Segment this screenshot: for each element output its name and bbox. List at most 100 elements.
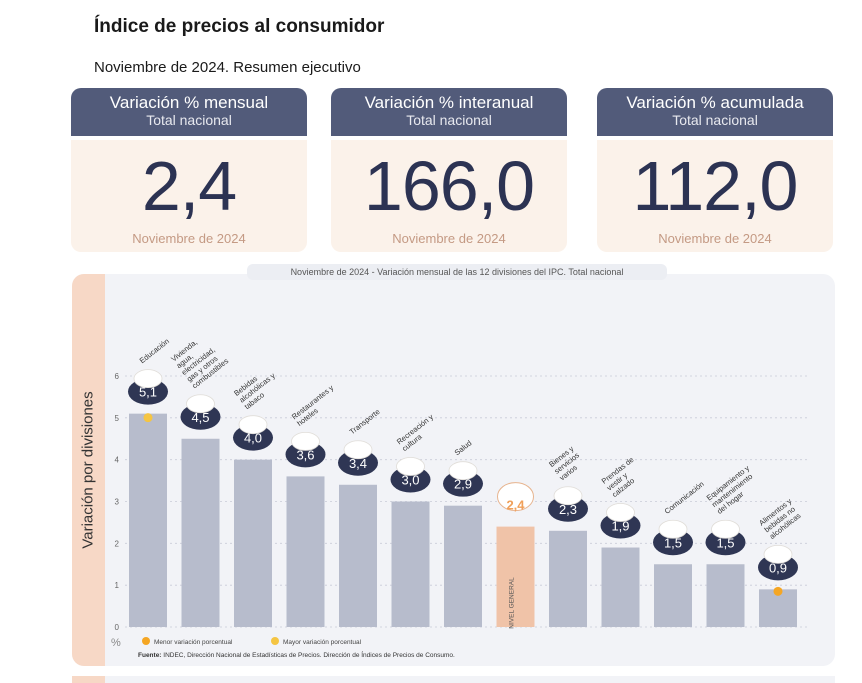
legend-min-label: Menor variación porcentual <box>154 639 233 646</box>
division-icon <box>133 369 163 389</box>
division-icon <box>711 519 740 539</box>
side-tab <box>72 274 105 666</box>
division-icon <box>238 415 268 435</box>
y-tick-label: 4 <box>115 456 120 465</box>
category-label: Salud <box>453 438 474 457</box>
min-marker <box>773 586 783 596</box>
value-label: 3,6 <box>296 447 314 462</box>
card-period: Noviembre de 2024 <box>658 231 772 246</box>
division-icon <box>553 486 583 506</box>
value-label: 2,9 <box>454 477 472 492</box>
card-body: 2,4 Noviembre de 2024 <box>71 140 307 252</box>
y-tick-label: 2 <box>115 539 120 548</box>
page-title: Índice de precios al consumidor <box>94 16 385 37</box>
legend-min-swatch <box>142 637 150 645</box>
legend-max-swatch <box>271 637 279 645</box>
division-icon <box>448 461 478 481</box>
category-label: Comunicación <box>663 479 706 515</box>
card-scope: Total nacional <box>146 112 232 128</box>
bar <box>129 413 167 627</box>
next-panel-strip <box>72 676 835 683</box>
value-label: 1,5 <box>664 535 682 550</box>
value-label: 2,3 <box>559 502 577 517</box>
bar <box>654 564 692 627</box>
division-icon <box>497 482 534 512</box>
category-label-group: Vivienda,agua,electricidad,gas y otrosco… <box>169 338 230 391</box>
unit-label: % <box>111 637 121 649</box>
card-body: 166,0 Noviembre de 2024 <box>331 140 567 252</box>
division-icon <box>396 457 425 476</box>
y-tick-label: 0 <box>115 623 120 632</box>
category-label: Transporte <box>348 407 382 436</box>
bar <box>181 438 220 627</box>
value-label: 4,0 <box>244 431 262 446</box>
card-label: Variación % interanual <box>364 93 534 112</box>
card-label: Variación % mensual <box>109 93 269 112</box>
y-tick-label: 6 <box>115 372 120 381</box>
card-monthly: Variación % mensual Total nacional 2,4 N… <box>71 88 307 252</box>
page-subtitle: Noviembre de 2024. Resumen ejecutivo <box>94 59 361 76</box>
max-marker <box>143 413 153 423</box>
value-label: 1,5 <box>716 535 734 550</box>
bar <box>496 526 535 627</box>
bar <box>234 459 272 627</box>
card-body: 112,0 Noviembre de 2024 <box>597 140 833 252</box>
y-tick-label: 1 <box>115 581 120 590</box>
category-label-group: Comunicación <box>663 479 706 515</box>
bar <box>706 564 745 627</box>
card-value: 166,0 <box>363 147 535 225</box>
card-header: Variación % acumulada Total nacional <box>597 88 833 136</box>
card-value: 112,0 <box>632 147 799 225</box>
card-label: Variación % acumulada <box>626 93 804 112</box>
category-label: Educación <box>138 337 171 366</box>
source-label: Fuente: <box>138 652 163 659</box>
card-header: Variación % interanual Total nacional <box>331 88 567 136</box>
bar <box>339 484 377 627</box>
value-label: 1,9 <box>611 519 629 534</box>
bar <box>549 530 587 627</box>
category-label-group: Transporte <box>348 407 382 436</box>
card-scope: Total nacional <box>672 112 758 128</box>
card-period: Noviembre de 2024 <box>132 231 246 246</box>
division-icon <box>291 431 320 451</box>
card-accumulated: Variación % acumulada Total nacional 112… <box>597 88 833 252</box>
bar <box>391 501 430 627</box>
next-panel-tab <box>72 676 105 683</box>
bar <box>286 476 325 627</box>
chart-caption: Noviembre de 2024 - Variación mensual de… <box>247 264 667 280</box>
card-value: 2,4 <box>141 147 237 225</box>
card-yearly: Variación % interanual Total nacional 16… <box>331 88 567 252</box>
value-label: 5,1 <box>139 385 157 400</box>
y-tick-label: 5 <box>115 414 120 423</box>
value-label: 3,4 <box>349 456 367 471</box>
value-label: 2,4 <box>506 498 525 513</box>
source-note: Fuente: INDEC, Dirección Nacional de Est… <box>138 650 455 659</box>
category-label-group: Salud <box>453 438 474 457</box>
division-icon <box>658 519 688 539</box>
value-label: 0,9 <box>769 560 787 575</box>
card-header: Variación % mensual Total nacional <box>71 88 307 136</box>
division-icon <box>186 394 215 414</box>
legend-max-label: Mayor variación porcentual <box>283 639 362 646</box>
category-label-group: Educación <box>138 337 171 366</box>
value-label: 4,5 <box>191 410 209 425</box>
card-period: Noviembre de 2024 <box>392 231 506 246</box>
value-label: 3,0 <box>401 473 419 488</box>
division-icon <box>763 544 793 564</box>
bar <box>444 505 482 627</box>
division-icon <box>606 503 635 522</box>
card-scope: Total nacional <box>406 112 492 128</box>
category-label: NIVEL GENERAL <box>509 577 516 629</box>
bar <box>601 547 640 627</box>
source-text: INDEC, Dirección Nacional de Estadística… <box>163 650 455 659</box>
division-icon <box>343 440 373 460</box>
y-tick-label: 3 <box>115 498 120 507</box>
